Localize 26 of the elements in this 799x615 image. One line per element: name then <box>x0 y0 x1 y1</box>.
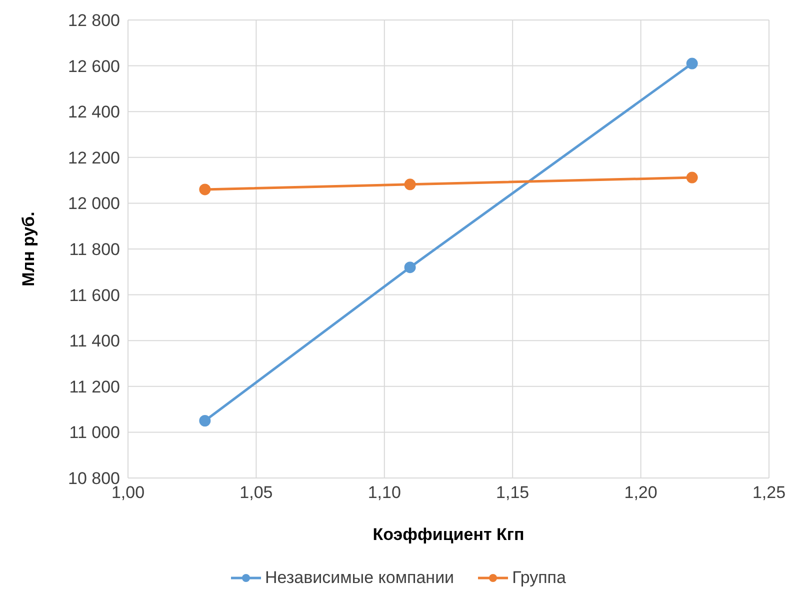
y-tick-label: 12 000 <box>68 194 120 214</box>
x-tick-label: 1,05 <box>240 483 273 502</box>
y-tick-label: 11 000 <box>69 423 120 442</box>
x-tick-label: 1,20 <box>624 483 658 502</box>
x-axis-title: Коэффициент Кгп <box>372 525 524 544</box>
x-tick-label: 1,25 <box>752 483 786 502</box>
x-tick-label: 1,15 <box>496 483 530 502</box>
y-tick-label: 12 200 <box>68 148 120 168</box>
legend-label: Независимые компании <box>264 568 454 588</box>
x-tick-label: 1,00 <box>111 483 145 502</box>
point <box>199 415 211 426</box>
point <box>404 178 416 190</box>
point <box>686 58 698 70</box>
legend-label: Группа <box>511 568 566 588</box>
y-tick-label: 11 800 <box>69 240 120 260</box>
y-axis-title: Млн руб. <box>19 212 38 286</box>
y-tick-label: 12 400 <box>68 102 120 122</box>
y-tick-label: 11 600 <box>69 286 120 305</box>
y-tick-label: 12 800 <box>68 11 120 30</box>
y-tick-label: 12 600 <box>68 56 120 76</box>
y-tick-label: 11 400 <box>69 332 120 351</box>
point <box>686 172 698 184</box>
point <box>404 262 416 274</box>
point <box>199 184 211 196</box>
y-tick-label: 11 200 <box>69 377 120 396</box>
x-tick-label: 1,10 <box>368 483 401 502</box>
